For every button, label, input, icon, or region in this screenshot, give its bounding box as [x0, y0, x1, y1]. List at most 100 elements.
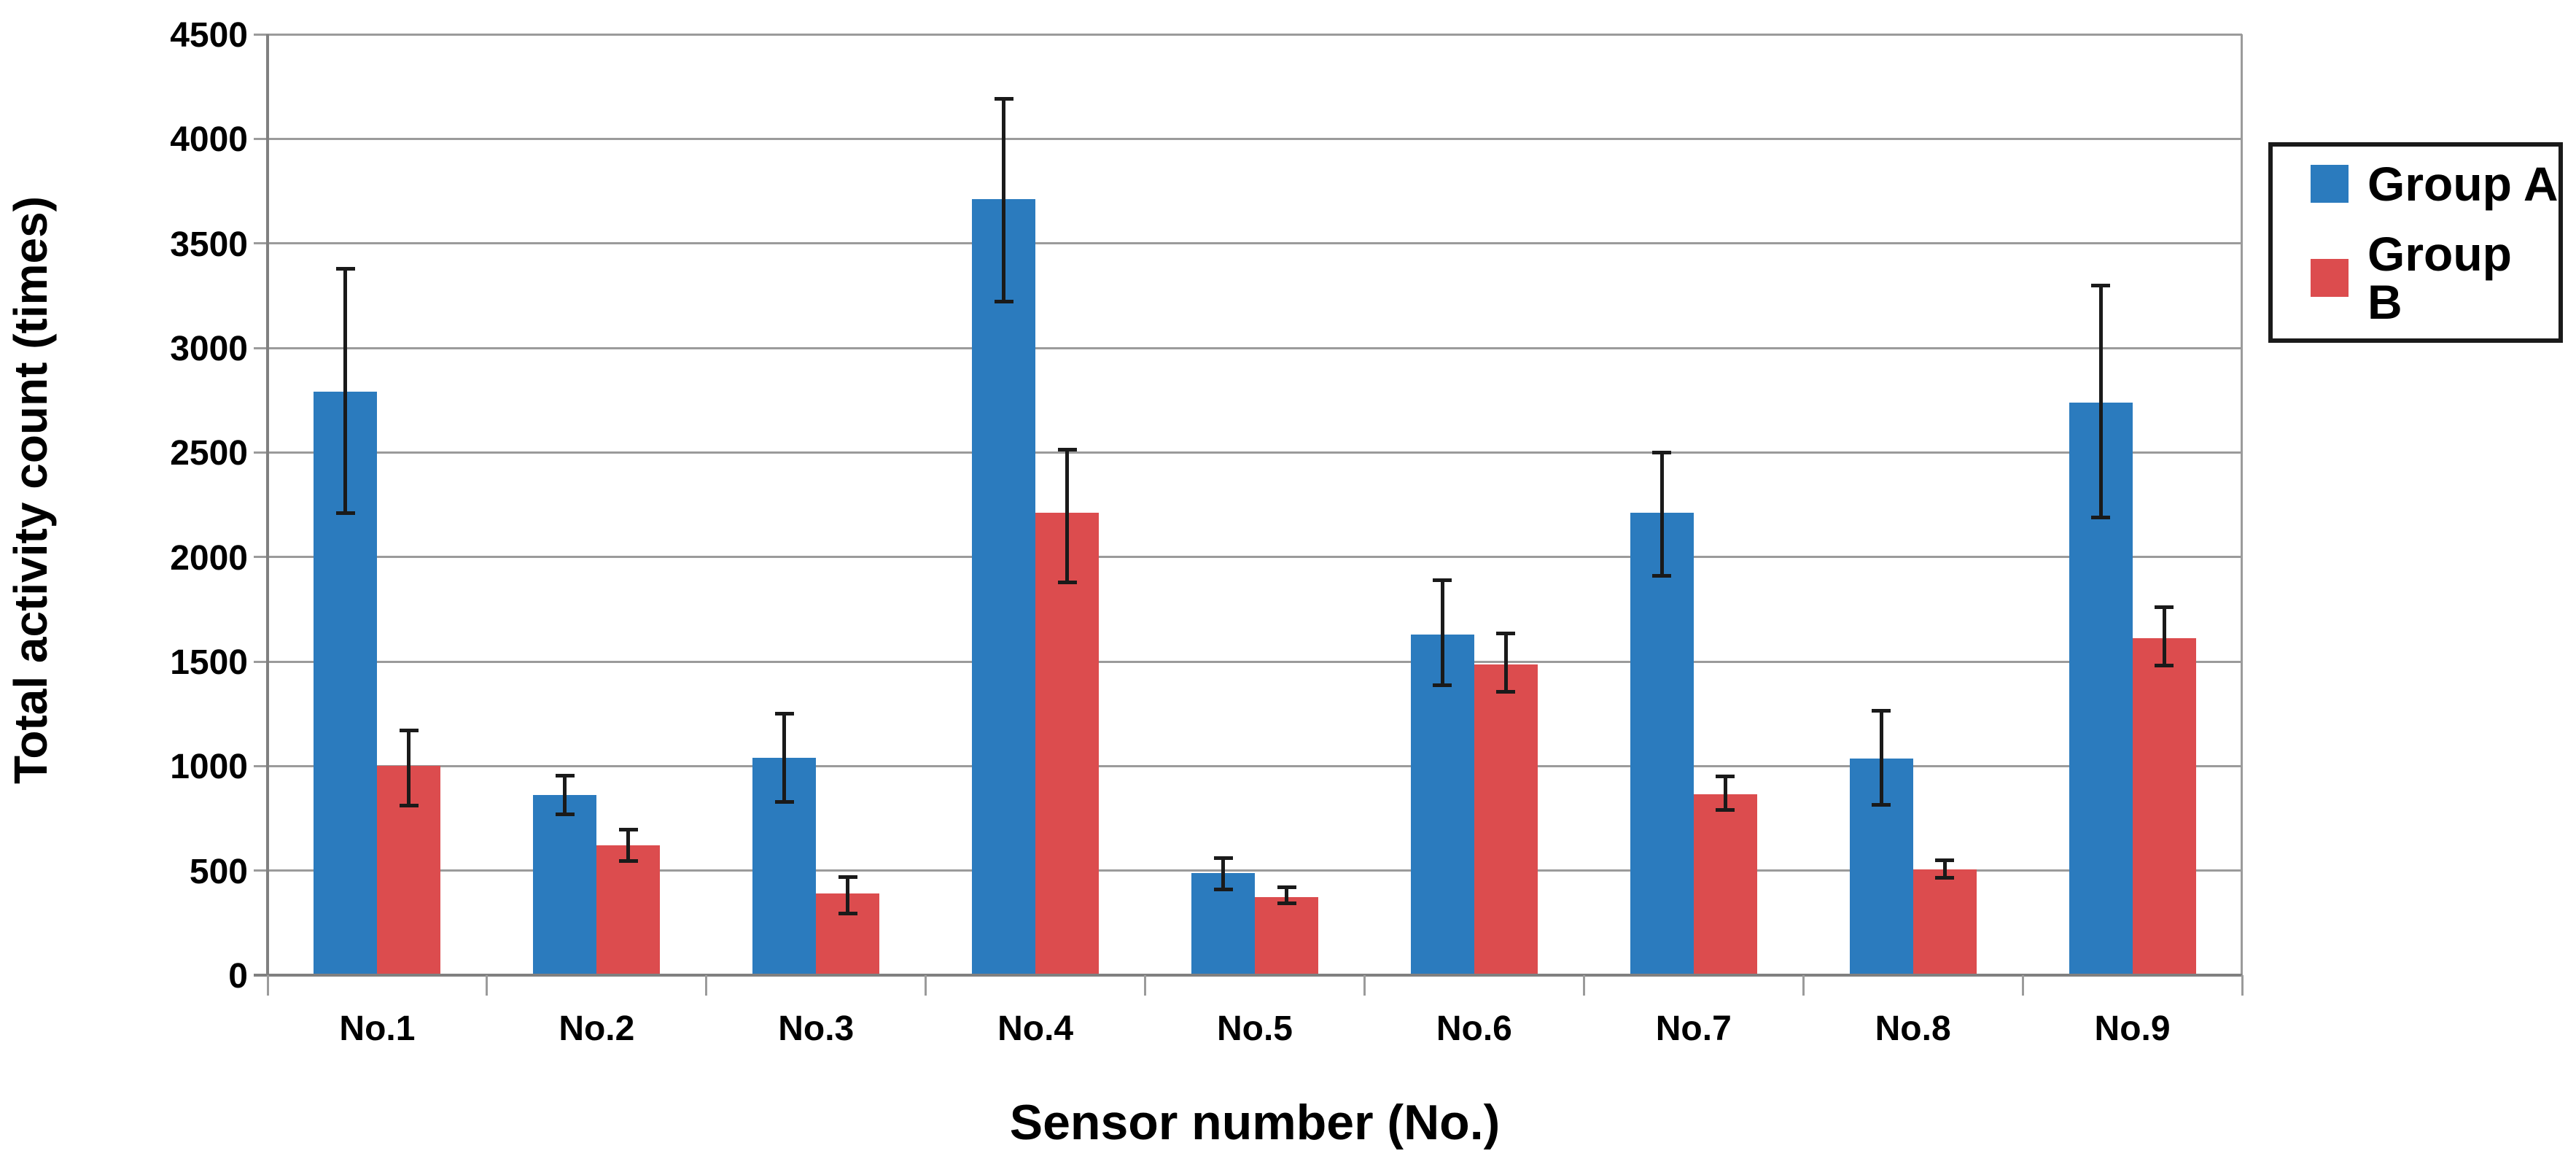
x-tick: [1802, 975, 1805, 996]
legend-swatch-icon: [2311, 164, 2349, 203]
y-tick-label: 2500: [170, 434, 248, 473]
x-tick-label: No.8: [1875, 1009, 1951, 1048]
legend: Group A Group B: [2268, 142, 2563, 343]
legend-swatch-icon: [2311, 258, 2349, 297]
error-bar-cap-top: [1872, 708, 1891, 713]
gridline: [268, 137, 2242, 140]
bar-group-a: [1630, 513, 1694, 975]
error-bar-line: [1723, 776, 1727, 810]
error-bar-cap-bottom: [2091, 515, 2111, 519]
error-bar-line: [2098, 285, 2103, 518]
error-bar-line: [626, 829, 631, 861]
error-bar-line: [407, 730, 411, 806]
error-bar-cap-top: [1652, 450, 1672, 454]
error-bar-cap-bottom: [618, 859, 638, 864]
gridline: [268, 346, 2242, 349]
legend-label: Group A: [2367, 156, 2559, 211]
error-bar-cap-bottom: [1716, 808, 1735, 813]
x-tick: [1363, 975, 1366, 996]
bar-group-b: [1912, 869, 1977, 975]
y-tick: [254, 346, 268, 349]
error-bar-cap-bottom: [555, 812, 575, 816]
legend-label: Group B: [2367, 226, 2512, 329]
x-tick-label: No.9: [2094, 1009, 2171, 1048]
error-bar-cap-top: [335, 266, 355, 271]
error-bar-cap-bottom: [774, 799, 794, 804]
gridline: [268, 764, 2242, 767]
gridline: [268, 451, 2242, 454]
error-bar-line: [1285, 887, 1288, 904]
y-tick: [254, 451, 268, 454]
y-tick-label: 4000: [170, 120, 248, 160]
plot-right-border: [2241, 34, 2243, 975]
error-bar-line: [1942, 860, 1947, 878]
error-bar-line: [1221, 858, 1225, 890]
x-tick-label: No.2: [559, 1009, 635, 1048]
error-bar-line: [1065, 449, 1070, 583]
error-bar-cap-top: [1057, 447, 1077, 451]
error-bar-cap-top: [2155, 605, 2174, 609]
legend-item-group-b: Group B: [2311, 230, 2559, 326]
x-tick-label: No.6: [1436, 1009, 1512, 1048]
x-tick-label: No.5: [1216, 1009, 1293, 1048]
x-tick-label: No.7: [1655, 1009, 1732, 1048]
x-tick-label: No.4: [997, 1009, 1074, 1048]
error-bar-cap-bottom: [1496, 690, 1516, 694]
x-tick: [2021, 975, 2024, 996]
y-tick: [254, 660, 268, 663]
error-bar-cap-top: [2091, 283, 2111, 287]
x-tick: [705, 975, 708, 996]
gridline: [268, 33, 2242, 36]
error-bar-cap-bottom: [1872, 802, 1891, 807]
y-tick: [254, 869, 268, 872]
x-tick: [925, 975, 927, 996]
error-bar-line: [563, 775, 567, 815]
error-bar-cap-top: [1935, 858, 1955, 862]
bar-group-b: [1255, 896, 1318, 975]
gridline: [268, 242, 2242, 245]
error-bar-line: [1002, 98, 1006, 302]
y-axis-title: Total activity count (times): [4, 195, 57, 785]
error-bar-cap-bottom: [335, 511, 355, 515]
bar-group-b: [2132, 638, 2196, 975]
error-bar-line: [782, 713, 787, 802]
gridline: [268, 869, 2242, 872]
error-bar-cap-bottom: [1213, 887, 1233, 891]
y-tick-label: 0: [228, 957, 248, 996]
y-tick-label: 3000: [170, 330, 248, 368]
x-tick: [1582, 975, 1585, 996]
error-bar-cap-bottom: [1935, 876, 1955, 880]
bar-group-b: [1035, 513, 1100, 975]
x-tick-label: No.3: [778, 1009, 855, 1048]
legend-item-group-a: Group A: [2311, 160, 2559, 208]
y-tick: [254, 764, 268, 767]
error-bar-cap-top: [774, 712, 794, 716]
error-bar-cap-bottom: [1057, 580, 1077, 584]
y-tick: [254, 137, 268, 140]
x-tick-label: No.1: [339, 1009, 416, 1048]
error-bar-line: [1440, 580, 1444, 686]
error-bar-cap-bottom: [1433, 683, 1452, 688]
error-bar-cap-bottom: [838, 911, 857, 915]
error-bar-cap-top: [994, 97, 1013, 101]
error-bar-cap-top: [1433, 578, 1452, 582]
error-bar-line: [343, 268, 348, 513]
x-tick: [1144, 975, 1147, 996]
y-tick: [254, 33, 268, 36]
error-bar-cap-bottom: [2155, 664, 2174, 668]
y-tick-label: 1500: [170, 643, 248, 682]
error-bar-cap-bottom: [1652, 573, 1672, 578]
error-bar-cap-bottom: [994, 300, 1013, 304]
y-tick-label: 2000: [170, 538, 248, 578]
x-axis-line: [254, 974, 2242, 977]
bar-group-a: [533, 795, 597, 975]
y-axis-line: [266, 34, 269, 977]
error-bar-cap-top: [555, 773, 575, 777]
error-bar-cap-top: [838, 875, 857, 879]
error-bar-line: [846, 877, 850, 914]
gridline: [268, 660, 2242, 663]
error-bar-line: [1659, 452, 1664, 576]
error-bar-cap-top: [1277, 885, 1296, 890]
y-tick-label: 3500: [170, 225, 248, 264]
y-tick: [254, 556, 268, 559]
